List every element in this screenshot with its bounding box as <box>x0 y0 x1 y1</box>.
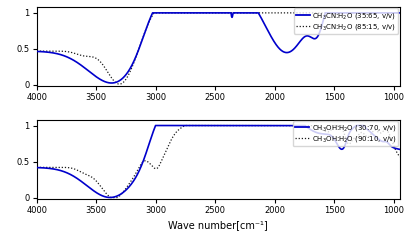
Legend: CH$_3$OH:H$_2$O (30:70, v/v), CH$_3$OH:H$_2$O (90:10, v/v): CH$_3$OH:H$_2$O (30:70, v/v), CH$_3$OH:H… <box>293 121 399 146</box>
Legend: CH$_3$CN:H$_2$O (35:65, v/v), CH$_3$CN:H$_2$O (85:15, v/v): CH$_3$CN:H$_2$O (35:65, v/v), CH$_3$CN:H… <box>294 9 399 34</box>
X-axis label: Wave number[cm⁻¹]: Wave number[cm⁻¹] <box>169 221 268 231</box>
